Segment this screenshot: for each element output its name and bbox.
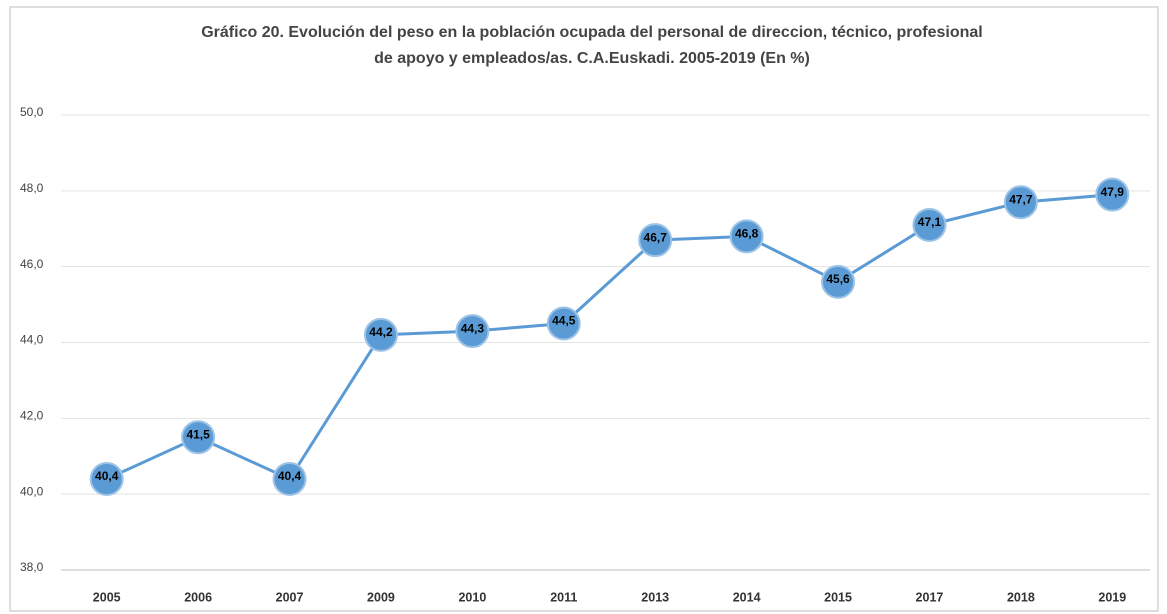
marker <box>455 314 490 349</box>
y-tick-label: 46,0 <box>20 257 44 271</box>
marker <box>729 219 764 254</box>
x-tick-label: 2009 <box>367 590 395 604</box>
data-label: 47,1 <box>918 215 942 229</box>
data-label: 41,5 <box>186 427 210 441</box>
marker <box>272 462 307 496</box>
x-tick-label: 2013 <box>641 590 669 604</box>
chart-title: Gráfico 20. Evolución del peso en la pob… <box>201 24 983 41</box>
data-label: 47,7 <box>1009 192 1033 206</box>
data-label: 44,2 <box>369 325 393 339</box>
y-tick-label: 44,0 <box>20 333 44 347</box>
y-tick-label: 48,0 <box>20 181 44 195</box>
data-label: 44,3 <box>461 321 485 335</box>
x-tick-label: 2011 <box>550 590 577 604</box>
x-tick-label: 2007 <box>276 590 304 604</box>
marker <box>181 420 216 455</box>
marker <box>821 264 856 299</box>
data-label: 46,7 <box>644 230 668 244</box>
y-tick-label: 40,0 <box>20 484 44 498</box>
data-label: 44,5 <box>552 314 576 328</box>
x-tick-label: 2014 <box>733 590 761 604</box>
x-tick-label: 2006 <box>184 590 212 604</box>
x-tick-label: 2005 <box>93 590 121 604</box>
marker <box>1095 177 1130 212</box>
data-label: 40,4 <box>278 469 302 483</box>
chart-border <box>9 6 1159 612</box>
x-tick-label: 2017 <box>916 590 944 604</box>
marker <box>363 317 398 352</box>
x-tick-label: 2010 <box>458 590 486 604</box>
x-tick-label: 2018 <box>1007 590 1035 604</box>
data-label: 40,4 <box>95 469 119 483</box>
marker <box>638 223 673 258</box>
y-tick-label: 50,0 <box>20 105 44 119</box>
x-tick-label: 2015 <box>824 590 852 604</box>
data-label: 46,8 <box>735 227 759 241</box>
data-label: 45,6 <box>826 272 850 286</box>
marker <box>89 462 124 496</box>
marker <box>1003 185 1038 220</box>
marker <box>546 306 581 341</box>
y-tick-label: 42,0 <box>20 409 44 423</box>
marker <box>912 207 947 242</box>
data-label: 47,9 <box>1101 185 1125 199</box>
y-tick-label: 38,0 <box>20 560 44 574</box>
chart-title: de apoyo y empleados/as. C.A.Euskadi. 20… <box>374 50 810 67</box>
x-tick-label: 2019 <box>1098 590 1126 604</box>
